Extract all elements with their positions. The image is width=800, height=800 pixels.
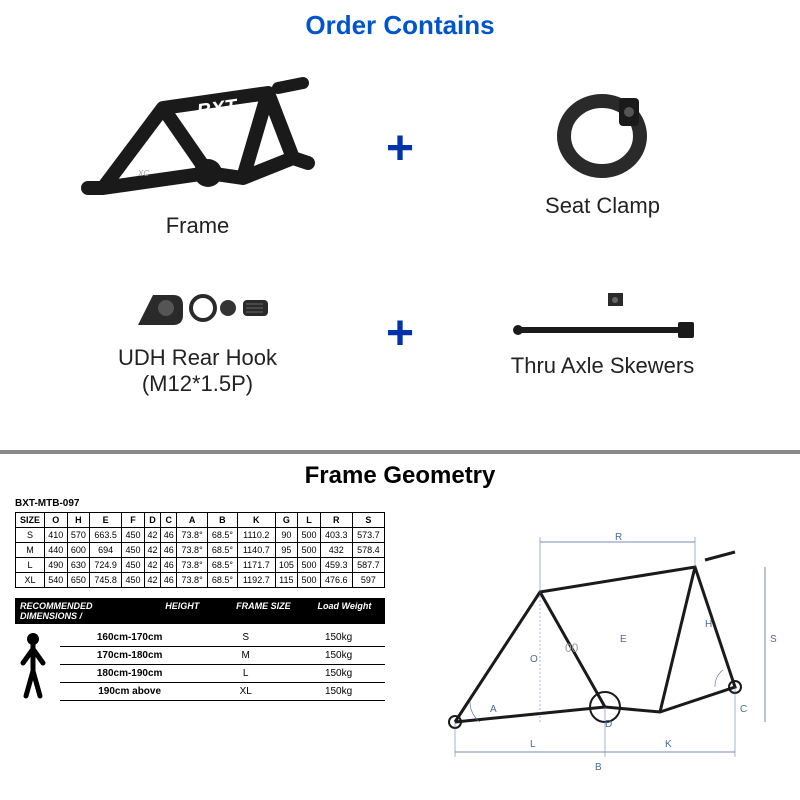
person-silhouette-icon [15, 629, 50, 701]
item-udh-hook: UDH Rear Hook (M12*1.5P) [118, 270, 278, 398]
frame-label: Frame [166, 213, 230, 239]
model-code: BXT-MTB-097 [15, 498, 785, 509]
order-contains-title: Order Contains [20, 10, 780, 41]
udh-hook-label: UDH Rear Hook (M12*1.5P) [118, 345, 277, 398]
svg-text:D: D [605, 719, 612, 730]
svg-text:O: O [530, 654, 538, 665]
recommended-header: RECOMMENDED DIMENSIONS / HEIGHT FRAME SI… [15, 598, 385, 624]
plus-icon-2: + [386, 306, 414, 361]
recommended-row: 160cm-170cmS150kg [60, 629, 385, 647]
frame-icon: BXT XC [68, 58, 328, 208]
recommended-row: 190cm aboveXL150kg [60, 683, 385, 701]
geo-row: S410570663.5450424673.8°68.5°1110.290500… [16, 528, 385, 543]
svg-text:E: E [620, 634, 627, 645]
geometry-title: Frame Geometry [15, 462, 785, 490]
seat-clamp-label: Seat Clamp [545, 193, 660, 219]
geometry-diagram: R L K B S O A E H D C 00 [405, 512, 785, 772]
recommended-row: 170cm-180cmM150kg [60, 647, 385, 665]
svg-text:A: A [490, 704, 497, 715]
svg-text:H: H [705, 619, 712, 630]
thru-axle-icon [503, 288, 703, 348]
udh-hook-icon [118, 270, 278, 340]
geo-header-cell: G [275, 513, 298, 528]
item-seat-clamp: Seat Clamp [545, 78, 660, 219]
geo-row: M440600694450424673.8°68.5°1140.79550043… [16, 543, 385, 558]
thru-axle-label: Thru Axle Skewers [511, 353, 694, 379]
svg-text:B: B [595, 762, 602, 772]
geo-header-cell: A [177, 513, 207, 528]
geo-header-cell: E [90, 513, 122, 528]
svg-text:C: C [740, 704, 747, 715]
svg-text:S: S [770, 634, 777, 645]
svg-text:R: R [615, 532, 622, 543]
plus-icon-1: + [386, 121, 414, 176]
geo-header-cell: K [238, 513, 275, 528]
svg-text:L: L [530, 739, 536, 750]
svg-text:BXT: BXT [195, 95, 239, 123]
geo-header-cell: F [122, 513, 145, 528]
geo-header-cell: S [352, 513, 384, 528]
geo-header-cell: H [67, 513, 90, 528]
item-thru-axle: Thru Axle Skewers [503, 288, 703, 379]
geo-header-cell: SIZE [16, 513, 45, 528]
geo-header-cell: L [298, 513, 321, 528]
svg-text:K: K [665, 739, 672, 750]
recommended-row: 180cm-190cmL150kg [60, 665, 385, 683]
item-frame: BXT XC Frame [68, 58, 328, 239]
svg-text:XC: XC [137, 169, 149, 178]
geo-header-cell: C [161, 513, 177, 528]
geo-header-cell: R [320, 513, 352, 528]
geo-header-cell: B [207, 513, 237, 528]
geo-header-cell: O [44, 513, 67, 528]
geo-row: L490630724.9450424673.8°68.5°1171.710550… [16, 558, 385, 573]
svg-text:00: 00 [565, 641, 579, 655]
geo-header-cell: D [144, 513, 160, 528]
geometry-table: SIZEOHEFDCABKGLRS S410570663.5450424673.… [15, 512, 385, 588]
geo-row: XL540650745.8450424673.8°68.5°1192.71155… [16, 573, 385, 588]
seat-clamp-icon [547, 78, 657, 188]
